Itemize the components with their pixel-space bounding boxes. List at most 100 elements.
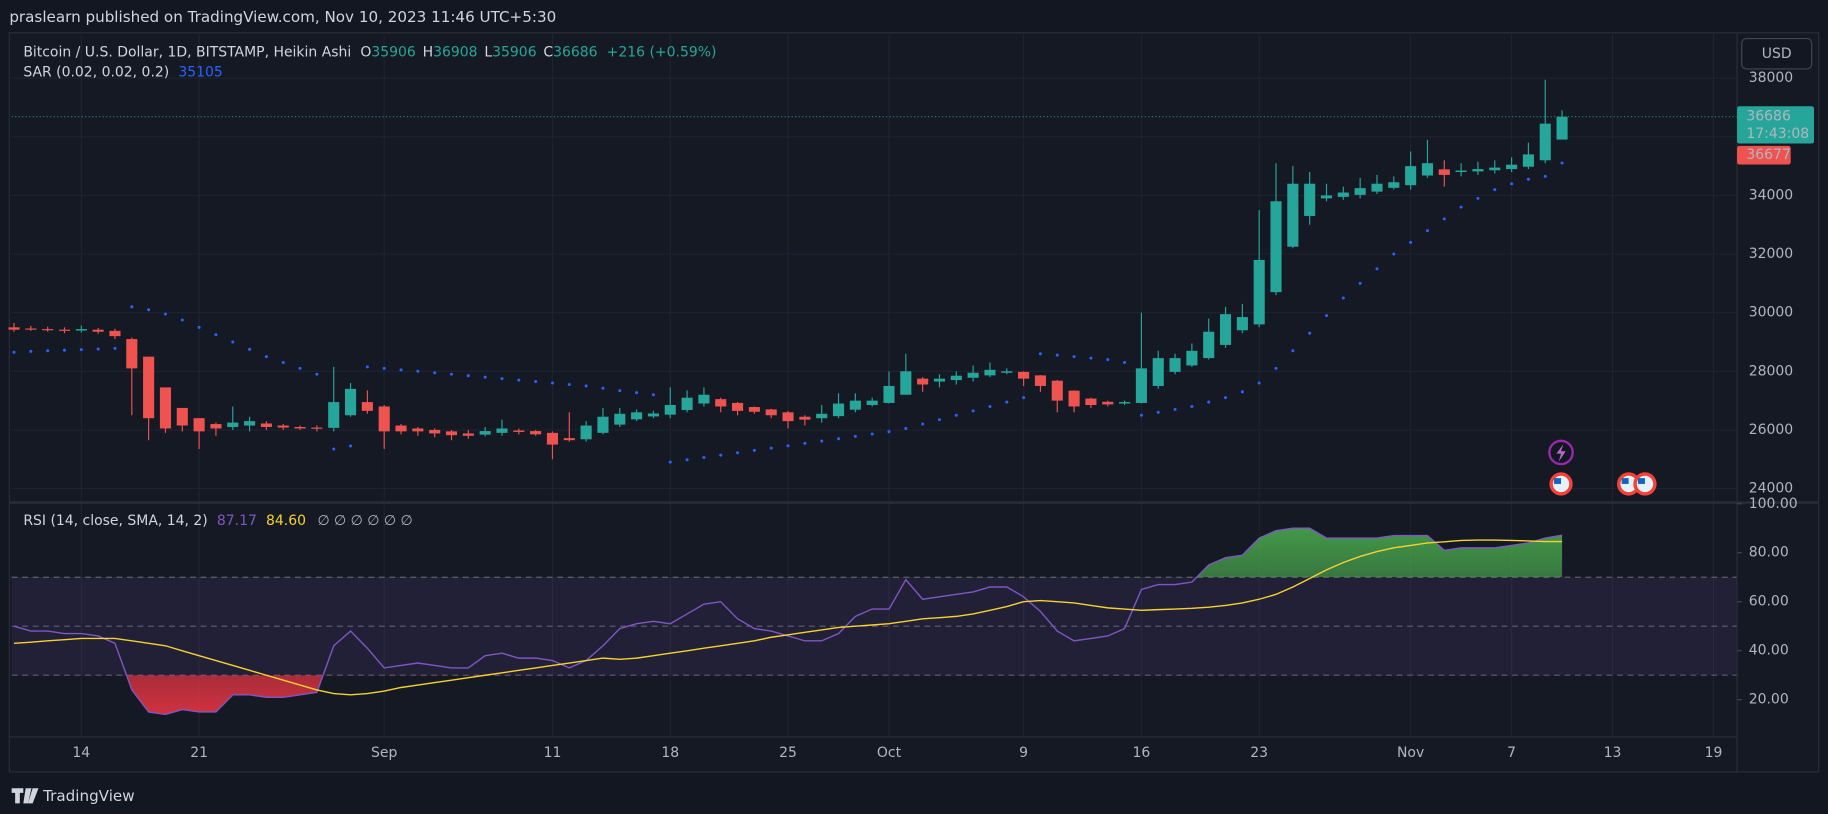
sar-dot (1190, 404, 1194, 408)
sar-dot (298, 366, 302, 370)
candle-body (1068, 390, 1080, 407)
candle-body (984, 369, 996, 376)
candle-body (1539, 123, 1551, 161)
candle-body (866, 400, 878, 406)
sar-dot (921, 422, 925, 426)
candle-body (950, 375, 962, 381)
candle-body (1287, 183, 1299, 247)
candle-body (1186, 350, 1198, 366)
x-tick-label: 14 (72, 745, 90, 761)
candle-body (1556, 116, 1568, 140)
sar-dot (1358, 281, 1362, 285)
candle-body (193, 418, 205, 432)
candle-body (1102, 401, 1114, 405)
candle-body (361, 402, 373, 411)
sar-dot (601, 386, 605, 390)
publish-header: praslearn published on TradingView.com, … (9, 8, 556, 26)
x-tick-label: Oct (877, 745, 902, 761)
candle-body (311, 427, 323, 429)
y-tick-label: 24000 (1749, 481, 1793, 497)
sar-dot (719, 453, 723, 457)
sar-dot (820, 439, 824, 443)
sar-dot (197, 325, 201, 329)
candle-body (210, 424, 222, 429)
currency-button[interactable] (1741, 38, 1813, 70)
ohlc-value: 35906 (492, 45, 536, 61)
footer-brand: TradingView (42, 787, 134, 805)
sar-dot (870, 432, 874, 436)
candle-body (227, 422, 239, 427)
y-tick-label: 26000 (1749, 422, 1793, 438)
sar-dot (1072, 355, 1076, 359)
candle-body (732, 402, 744, 411)
sar-dot (1543, 174, 1547, 178)
sar-dot (264, 355, 268, 359)
oversold-fill (13, 675, 1563, 715)
candle-body (344, 388, 357, 416)
flag-canton (1554, 478, 1562, 484)
candle-body (597, 416, 609, 433)
candle-body (1219, 314, 1232, 345)
sar-dot (1257, 381, 1261, 385)
candle-body (1270, 201, 1282, 293)
candle-body (1034, 375, 1046, 386)
sar-dot (1123, 360, 1127, 365)
candle-body (1236, 317, 1248, 331)
candle-body (176, 407, 188, 426)
candle-body (1489, 167, 1501, 171)
x-tick-label: Sep (371, 745, 397, 761)
x-tick-label: 21 (190, 745, 208, 761)
sar-dot (281, 360, 285, 365)
sar-dot (1560, 161, 1564, 165)
rsi-title: RSI (14, close, SMA, 14, 2) (23, 513, 207, 529)
candle-body (445, 431, 458, 436)
sar-dot (567, 382, 571, 387)
ohlc-value: 36686 (553, 45, 597, 61)
sar-dot (163, 312, 167, 316)
last-price-label: 36686 (1746, 109, 1790, 125)
candle-body (92, 329, 104, 332)
sar-dot (1055, 353, 1059, 357)
candle-body (1438, 169, 1450, 175)
sar-dot (399, 368, 403, 372)
overbought-fill (13, 528, 1563, 578)
y-tick-label: 38000 (1749, 70, 1793, 86)
last-price-badge (1737, 106, 1815, 144)
sar-dot (988, 404, 992, 408)
y-tick-label: 30000 (1749, 305, 1793, 321)
sar-dot (1375, 267, 1379, 271)
candle-body (1472, 169, 1484, 172)
sar-dot (500, 377, 504, 381)
candle-body (8, 327, 20, 330)
sar-dot (752, 448, 756, 452)
currency-label[interactable]: USD (1762, 46, 1792, 62)
candle-body (1018, 371, 1030, 379)
sar-dot (1341, 296, 1345, 300)
candle-body (1169, 358, 1181, 372)
candle-body (1455, 170, 1467, 172)
sar-dot (685, 458, 689, 462)
economic-events (1549, 472, 1657, 496)
x-tick-label: 7 (1507, 745, 1516, 761)
sar-dot (1476, 196, 1480, 200)
sar-dot (937, 418, 941, 422)
rsi-value: 87.17 (217, 513, 257, 529)
candle-body (900, 371, 912, 395)
candle-body (580, 425, 592, 440)
symbol-title: Bitcoin / U.S. Dollar, 1D, BITSTAMP, Hei… (23, 45, 351, 61)
sar-dot (769, 446, 773, 450)
sar-dot (1274, 366, 1278, 370)
candle-body (1405, 166, 1417, 186)
sar-dot (1442, 217, 1446, 221)
x-tick-label: 25 (779, 745, 797, 761)
candle-body (1522, 154, 1534, 167)
candle-body (832, 403, 845, 417)
candle-body (513, 430, 525, 432)
candle-body (75, 329, 87, 331)
candle-body (647, 413, 659, 417)
sar-dot (332, 447, 336, 451)
sar-dot (231, 340, 235, 344)
ohlc-letter: H (423, 45, 434, 61)
sar-dot (702, 455, 706, 459)
